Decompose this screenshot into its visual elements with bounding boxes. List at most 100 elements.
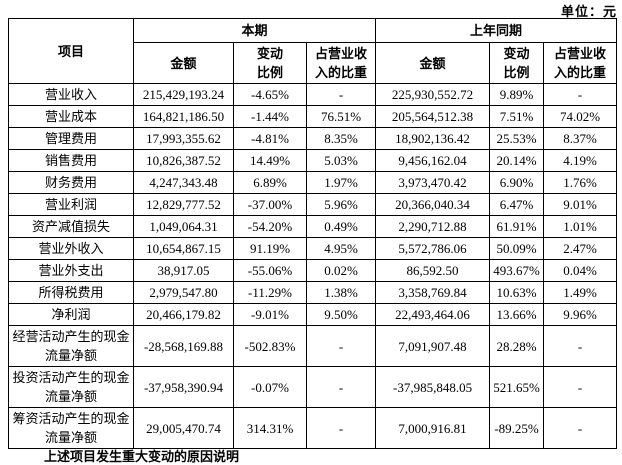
header-prior-revenue-share: 占营业收 入的比重 <box>543 42 618 84</box>
row-value: 91.19% <box>233 237 307 260</box>
row-value: 25.53% <box>489 127 545 150</box>
table-row: 营业外收入 10,654,867.15 91.19% 4.95% 5,572,786.0… <box>8 237 618 260</box>
footnote-clipped-text: 上述项目发生重大变动的原因说明 <box>44 449 240 464</box>
row-value: - <box>543 325 618 367</box>
row-value: 3,358,769.84 <box>375 281 491 304</box>
table-row: 营业收入 215,429,193.24 -4.65% -225,930,552.72 9… <box>8 83 618 106</box>
row-value: 17,993,355.62 <box>133 127 234 150</box>
row-value: 38,917.05 <box>133 259 234 282</box>
row-value: - <box>305 325 377 367</box>
row-value: 4.95% <box>305 237 377 260</box>
row-value: 6.90% <box>489 171 545 194</box>
row-value: 1,049,064.31 <box>133 215 234 238</box>
row-value: - <box>543 83 618 106</box>
header-row-columns: 金额 变动 比例 占营业收 入的比重 金额 变动 比例 占营业收 入的比重 <box>9 42 618 84</box>
row-value: 6.47% <box>489 193 545 216</box>
row-value: 9,456,162.04 <box>375 149 491 172</box>
row-value: -28,568,169.88 <box>133 325 234 367</box>
row-value: 76.51% <box>305 105 377 128</box>
row-value: 20,366,040.34 <box>375 193 491 216</box>
row-value: -89.25% <box>489 407 545 449</box>
row-label: 所得税费用 <box>8 281 134 304</box>
table-row: 营业外支出 38,917.05 -55.06% 0.02% 86,592.50 493.6… <box>8 259 618 282</box>
row-value: 10,826,387.52 <box>133 149 234 172</box>
row-value: 1.01% <box>543 215 618 238</box>
row-label: 管理费用 <box>8 127 134 150</box>
row-value: 2,979,547.80 <box>133 281 234 304</box>
table-row: 筹资活动产生的现金流量净额 29,005,470.74 314.31% -7,000,… <box>8 407 618 449</box>
header-item: 项目 <box>8 18 134 84</box>
row-value: 7.51% <box>489 105 545 128</box>
header-current-period: 本期 <box>132 18 377 43</box>
row-value: 14.49% <box>233 149 307 172</box>
table-row: 经营活动产生的现金流量净额 -28,568,169.88 -502.83% -7,09… <box>8 325 618 367</box>
row-value: -502.83% <box>233 325 307 367</box>
row-value: 0.04% <box>543 259 618 282</box>
row-value: - <box>305 83 377 106</box>
header-current-revenue-share: 占营业收 入的比重 <box>305 42 377 84</box>
row-value: -11.29% <box>233 281 307 304</box>
table-row: 投资活动产生的现金流量净额 -37,958,390.94 -0.07% - -37,98… <box>8 366 618 408</box>
table-row: 资产减值损失 1,049,064.31 -54.20% 0.49% 2,290,712.… <box>8 215 618 238</box>
row-value: - <box>543 366 618 408</box>
row-value: 225,930,552.72 <box>375 83 491 106</box>
row-value: 20.14% <box>489 149 545 172</box>
header-row-period: 项目 本期 上年同期 <box>8 18 618 84</box>
row-value: 86,592.50 <box>375 259 491 282</box>
row-value: 18,902,136.42 <box>375 127 491 150</box>
row-value: 9.96% <box>543 303 618 326</box>
row-value: -55.06% <box>233 259 307 282</box>
row-value: 6.89% <box>233 171 307 194</box>
financial-comparison-table: 项目 本期 上年同期 金额 变动 比例 占营业收 入的比重 金额 变动 比例 占… <box>8 18 618 449</box>
header-prior-period: 上年同期 <box>375 18 618 43</box>
header-prior-change-ratio: 变动 比例 <box>489 42 545 84</box>
row-value: 20,466,179.82 <box>133 303 234 326</box>
row-value: 2.47% <box>543 237 618 260</box>
row-value: 9.89% <box>489 83 545 106</box>
row-value: -4.81% <box>233 127 307 150</box>
row-value: - <box>305 407 377 449</box>
header-current-amount: 金额 <box>133 42 234 84</box>
row-value: 0.02% <box>305 259 377 282</box>
row-label: 营业成本 <box>8 105 134 128</box>
row-value: 215,429,193.24 <box>133 83 234 106</box>
row-value: 1.97% <box>305 171 377 194</box>
unit-label: 单位：元 <box>560 4 617 19</box>
row-value: 10.63% <box>489 281 545 304</box>
table-row: 销售费用 10,826,387.52 14.49% 5.03% 9,456,162.04… <box>8 149 618 172</box>
table-header: 项目 本期 上年同期 金额 变动 比例 占营业收 入的比重 金额 变动 比例 占… <box>8 18 618 84</box>
row-value: 22,493,464.06 <box>375 303 491 326</box>
header-prior-amount: 金额 <box>375 42 491 84</box>
row-label: 营业外收入 <box>8 237 134 260</box>
row-value: 7,000,916.81 <box>375 407 491 449</box>
row-value: -4.65% <box>233 83 307 106</box>
row-value: 7,091,907.48 <box>375 325 491 367</box>
row-value: - <box>305 366 377 408</box>
row-value: -37,958,390.94 <box>133 366 234 408</box>
row-label: 投资活动产生的现金流量净额 <box>8 366 134 408</box>
row-value: 5.03% <box>305 149 377 172</box>
row-value: 205,564,512.38 <box>375 105 491 128</box>
row-label: 营业利润 <box>8 193 134 216</box>
row-value: - <box>543 407 618 449</box>
row-label: 营业收入 <box>8 83 134 106</box>
row-value: 1.76% <box>543 171 618 194</box>
table-row: 管理费用 17,993,355.62 -4.81% 8.35% 18,902,136.4… <box>8 127 618 150</box>
row-value: 28.28% <box>489 325 545 367</box>
row-label: 资产减值损失 <box>8 215 134 238</box>
table-row: 净利润 20,466,179.82 -9.01% 9.50% 22,493,464.06… <box>8 303 618 326</box>
row-label: 营业外支出 <box>8 259 134 282</box>
row-value: 9.50% <box>305 303 377 326</box>
row-value: 5.96% <box>305 193 377 216</box>
row-value: 1.38% <box>305 281 377 304</box>
row-value: 314.31% <box>233 407 307 449</box>
table-row: 所得税费用 2,979,547.80 -11.29% 1.38% 3,358,769.8… <box>8 281 618 304</box>
row-value: 2,290,712.88 <box>375 215 491 238</box>
row-value: 29,005,470.74 <box>133 407 234 449</box>
table-row: 营业成本 164,821,186.50 -1.44% 76.51% 205,564,51… <box>8 105 618 128</box>
row-label: 筹资活动产生的现金流量净额 <box>8 407 134 449</box>
table-row: 营业利润 12,829,777.52 -37.00% 5.96% 20,366,040.… <box>8 193 618 216</box>
row-value: 12,829,777.52 <box>133 193 234 216</box>
row-value: 493.67% <box>489 259 545 282</box>
row-value: -54.20% <box>233 215 307 238</box>
